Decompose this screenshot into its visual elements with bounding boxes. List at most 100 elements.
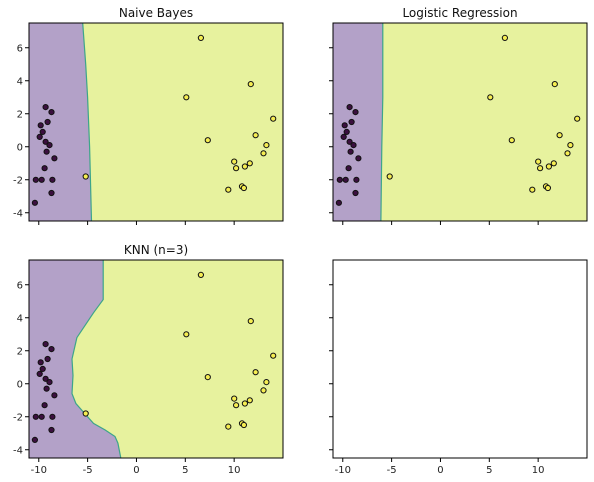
x-tick-label: -10 — [335, 465, 351, 476]
decision-boundary — [82, 22, 93, 222]
class1-point — [260, 387, 267, 394]
class1-point — [252, 132, 259, 139]
x-tick-label: 5 — [182, 465, 188, 476]
class1-point — [240, 421, 247, 429]
class0-point — [49, 413, 56, 420]
class0-point — [39, 128, 46, 135]
x-tick-label: 10 — [228, 465, 241, 476]
class0-point — [48, 189, 55, 197]
x-tick-label: 10 — [532, 465, 545, 476]
class1-point — [545, 163, 553, 170]
class0-point — [41, 165, 48, 172]
class1-point — [487, 94, 494, 101]
class1-point — [556, 132, 563, 139]
x-tick-label: 0 — [133, 465, 139, 476]
class0-point — [51, 155, 58, 162]
class1-point — [263, 379, 270, 386]
class0-point — [31, 199, 39, 206]
class1-point — [263, 142, 270, 149]
class1-point — [197, 271, 204, 278]
class0-point — [43, 148, 50, 155]
y-tick-label: 4 — [17, 313, 23, 324]
y-tick-label: 4 — [17, 76, 23, 87]
subplot-title: Logistic Regression — [402, 6, 517, 20]
class1-point — [183, 331, 190, 338]
class1-point — [233, 402, 240, 409]
class1-point — [544, 184, 552, 192]
class0-point — [42, 104, 49, 111]
x-tick-label: 5 — [486, 465, 492, 476]
class1-point — [501, 34, 508, 42]
class0-point — [38, 413, 45, 420]
class0-point — [37, 122, 44, 129]
class0-point — [46, 379, 53, 386]
class0-point — [32, 176, 39, 183]
class1-point — [270, 352, 277, 359]
y-tick-label: -4 — [13, 445, 23, 456]
subplot-2: KNN (n=3) -10 -5 0 5 10 -4 -2 0 2 4 6 — [13, 243, 284, 476]
subplot-1: Logistic Regression — [329, 6, 588, 225]
decision-region-class0 — [29, 23, 92, 221]
class1-point — [270, 115, 277, 122]
class0-point — [42, 138, 49, 145]
class1-point — [535, 158, 542, 165]
class1-point — [82, 173, 89, 180]
class1-point — [225, 186, 232, 193]
subplot-3: -10 -5 0 5 10 — [329, 259, 588, 476]
y-tick-label: -2 — [13, 412, 23, 423]
class1-point — [574, 115, 581, 122]
decision-boundary — [71, 260, 122, 459]
class0-point — [345, 165, 352, 172]
class0-point — [336, 176, 343, 183]
class0-point — [41, 402, 48, 409]
class0-point — [31, 436, 39, 443]
subplot-title: Naive Bayes — [119, 6, 193, 20]
class0-point — [46, 142, 53, 149]
subplot-grid: Naive Bayes -4 -2 0 2 4 6 Logistic Regression KN… — [13, 6, 588, 476]
y-tick-label: 0 — [17, 379, 23, 390]
class1-point — [197, 34, 204, 42]
axes-frame — [332, 22, 588, 222]
class0-point — [348, 118, 355, 126]
class0-point — [340, 133, 347, 140]
class0-point — [37, 359, 44, 366]
class0-point — [350, 142, 357, 149]
class1-point — [567, 142, 574, 149]
class1-point — [241, 163, 248, 170]
class0-point — [355, 155, 362, 162]
class1-point — [529, 186, 536, 193]
axes-frame — [28, 22, 284, 222]
class1-point — [233, 165, 240, 172]
class0-point — [48, 109, 55, 116]
class0-point — [51, 392, 58, 399]
class0-point — [43, 385, 50, 392]
class1-point — [231, 158, 238, 165]
class0-point — [48, 346, 55, 353]
y-tick-label: -2 — [13, 175, 23, 186]
class0-point — [42, 375, 49, 382]
class1-point — [508, 137, 515, 144]
decision-region-class0 — [333, 23, 383, 221]
class1-point — [240, 184, 247, 192]
class0-point — [44, 355, 51, 363]
class1-point — [260, 150, 267, 157]
y-tick-label: -4 — [13, 208, 23, 219]
class1-point — [246, 160, 253, 167]
y-tick-label: 6 — [17, 43, 23, 54]
x-tick-label: -10 — [31, 465, 47, 476]
class0-point — [342, 176, 349, 183]
y-tick-label: 2 — [17, 346, 23, 357]
axes-frame — [28, 259, 284, 459]
class1-point — [550, 160, 557, 167]
decision-boundary — [380, 23, 384, 222]
class1-point — [537, 165, 544, 172]
class0-point — [352, 189, 359, 197]
subplot-title: KNN (n=3) — [124, 243, 188, 257]
x-tick-label: -5 — [387, 465, 397, 476]
class1-point — [551, 81, 558, 88]
x-tick-label: 0 — [437, 465, 443, 476]
class0-point — [42, 341, 49, 348]
x-tick-label: -5 — [83, 465, 93, 476]
class1-point — [246, 397, 253, 404]
